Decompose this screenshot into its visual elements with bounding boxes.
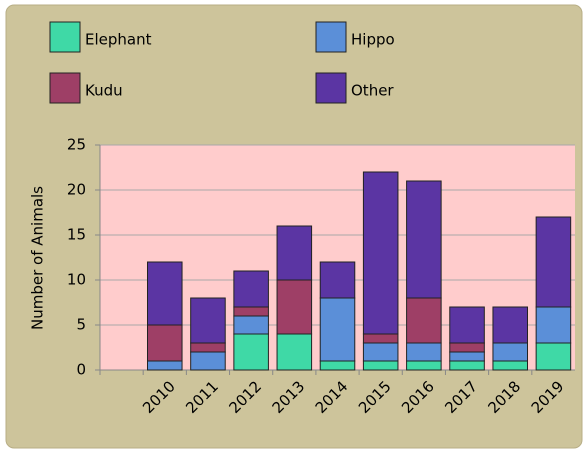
bar-segment xyxy=(319,297,356,362)
legend-label: Kudu xyxy=(85,82,123,100)
bar-segment xyxy=(190,342,226,353)
legend-label: Other xyxy=(351,82,394,100)
bar-segment xyxy=(362,342,399,362)
bar-segment xyxy=(492,360,529,371)
y-tick-label: 10 xyxy=(67,271,86,289)
bar-segment xyxy=(190,297,226,344)
bar-segment xyxy=(492,342,529,362)
legend-swatch xyxy=(49,21,81,53)
bar-segment xyxy=(406,180,442,299)
legend-label: Elephant xyxy=(85,31,152,49)
bar-segment xyxy=(147,360,183,371)
bar-segment xyxy=(362,360,399,371)
bar-segment xyxy=(535,342,572,371)
bar-segment xyxy=(233,306,269,317)
y-tick-label: 0 xyxy=(76,361,86,379)
bar-segment xyxy=(233,333,269,371)
bar-segment xyxy=(362,171,399,335)
bar-segment xyxy=(190,351,226,371)
bar-segment xyxy=(319,261,356,299)
bar-segment xyxy=(449,360,485,371)
bar-segment xyxy=(147,261,183,326)
legend-label: Hippo xyxy=(351,31,395,49)
bar-segment xyxy=(492,306,529,344)
y-tick-label: 20 xyxy=(67,181,86,199)
y-axis-label: Number of Animals xyxy=(29,186,47,330)
bar-segment xyxy=(276,279,313,335)
bar-segment xyxy=(449,351,485,362)
legend-swatch xyxy=(315,72,347,104)
bar-segment xyxy=(362,333,399,344)
legend-swatch xyxy=(49,72,81,104)
bar-segment xyxy=(406,342,442,362)
bar-segment xyxy=(319,360,356,371)
bar-segment xyxy=(535,306,572,344)
bar-segment xyxy=(449,306,485,344)
bar-segment xyxy=(406,297,442,344)
y-tick-label: 15 xyxy=(67,226,86,244)
bar-segment xyxy=(233,270,269,308)
legend-swatch xyxy=(315,21,347,53)
bar-segment xyxy=(406,360,442,371)
y-tick-label: 5 xyxy=(76,316,86,334)
y-tick-label: 25 xyxy=(67,136,86,154)
bar-segment xyxy=(535,216,572,308)
bar-segment xyxy=(147,324,183,362)
bar-segment xyxy=(276,333,313,371)
bar-segment xyxy=(233,315,269,335)
bar-segment xyxy=(276,225,313,281)
bar-segment xyxy=(449,342,485,353)
